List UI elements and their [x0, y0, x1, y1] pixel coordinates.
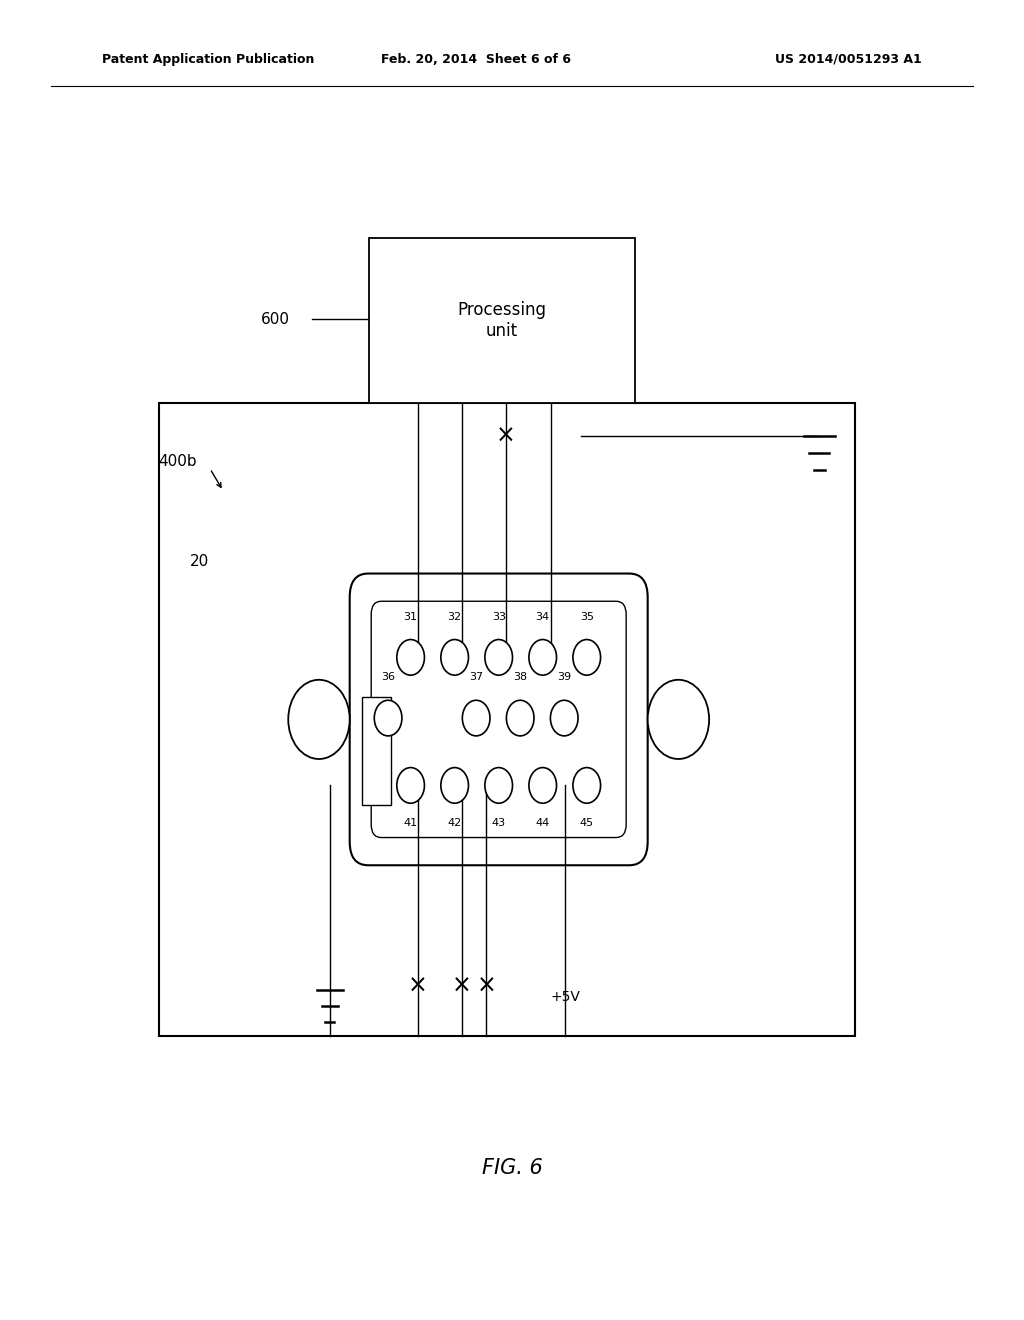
Text: ×: ×	[452, 974, 472, 998]
Circle shape	[485, 767, 512, 803]
Circle shape	[440, 767, 469, 803]
Text: ×: ×	[496, 424, 516, 447]
Text: ×: ×	[476, 974, 497, 998]
Text: Patent Application Publication: Patent Application Publication	[102, 53, 314, 66]
Text: 33: 33	[492, 611, 506, 622]
Text: US 2014/0051293 A1: US 2014/0051293 A1	[775, 53, 922, 66]
FancyBboxPatch shape	[369, 238, 635, 403]
Text: 38: 38	[513, 672, 527, 682]
Circle shape	[648, 680, 710, 759]
Text: 43: 43	[492, 818, 506, 829]
Circle shape	[551, 700, 578, 737]
Circle shape	[396, 767, 425, 803]
Circle shape	[573, 767, 600, 803]
Text: ×: ×	[408, 974, 428, 998]
FancyBboxPatch shape	[371, 602, 626, 837]
Circle shape	[506, 700, 535, 737]
Text: Processing
unit: Processing unit	[458, 301, 546, 339]
Text: FIG. 6: FIG. 6	[481, 1158, 543, 1179]
Circle shape	[396, 639, 425, 676]
FancyBboxPatch shape	[349, 573, 647, 866]
Circle shape	[289, 680, 350, 759]
Text: 32: 32	[447, 611, 462, 622]
Text: +5V: +5V	[550, 990, 581, 1003]
Text: 39: 39	[557, 672, 571, 682]
Text: 37: 37	[469, 672, 483, 682]
Circle shape	[440, 639, 469, 676]
FancyBboxPatch shape	[159, 403, 855, 1036]
Text: 600: 600	[261, 312, 290, 327]
Circle shape	[529, 767, 557, 803]
Text: 35: 35	[580, 611, 594, 622]
FancyBboxPatch shape	[362, 697, 391, 805]
Text: 36: 36	[381, 672, 395, 682]
Text: Feb. 20, 2014  Sheet 6 of 6: Feb. 20, 2014 Sheet 6 of 6	[381, 53, 571, 66]
Circle shape	[374, 700, 401, 737]
Circle shape	[573, 639, 600, 676]
Text: 400b: 400b	[159, 454, 198, 470]
Circle shape	[462, 700, 489, 737]
Text: 31: 31	[403, 611, 418, 622]
Circle shape	[529, 639, 557, 676]
Text: 20: 20	[189, 553, 209, 569]
Circle shape	[485, 639, 512, 676]
Text: 44: 44	[536, 818, 550, 829]
Text: 34: 34	[536, 611, 550, 622]
Text: 41: 41	[403, 818, 418, 829]
Text: 45: 45	[580, 818, 594, 829]
Text: 42: 42	[447, 818, 462, 829]
